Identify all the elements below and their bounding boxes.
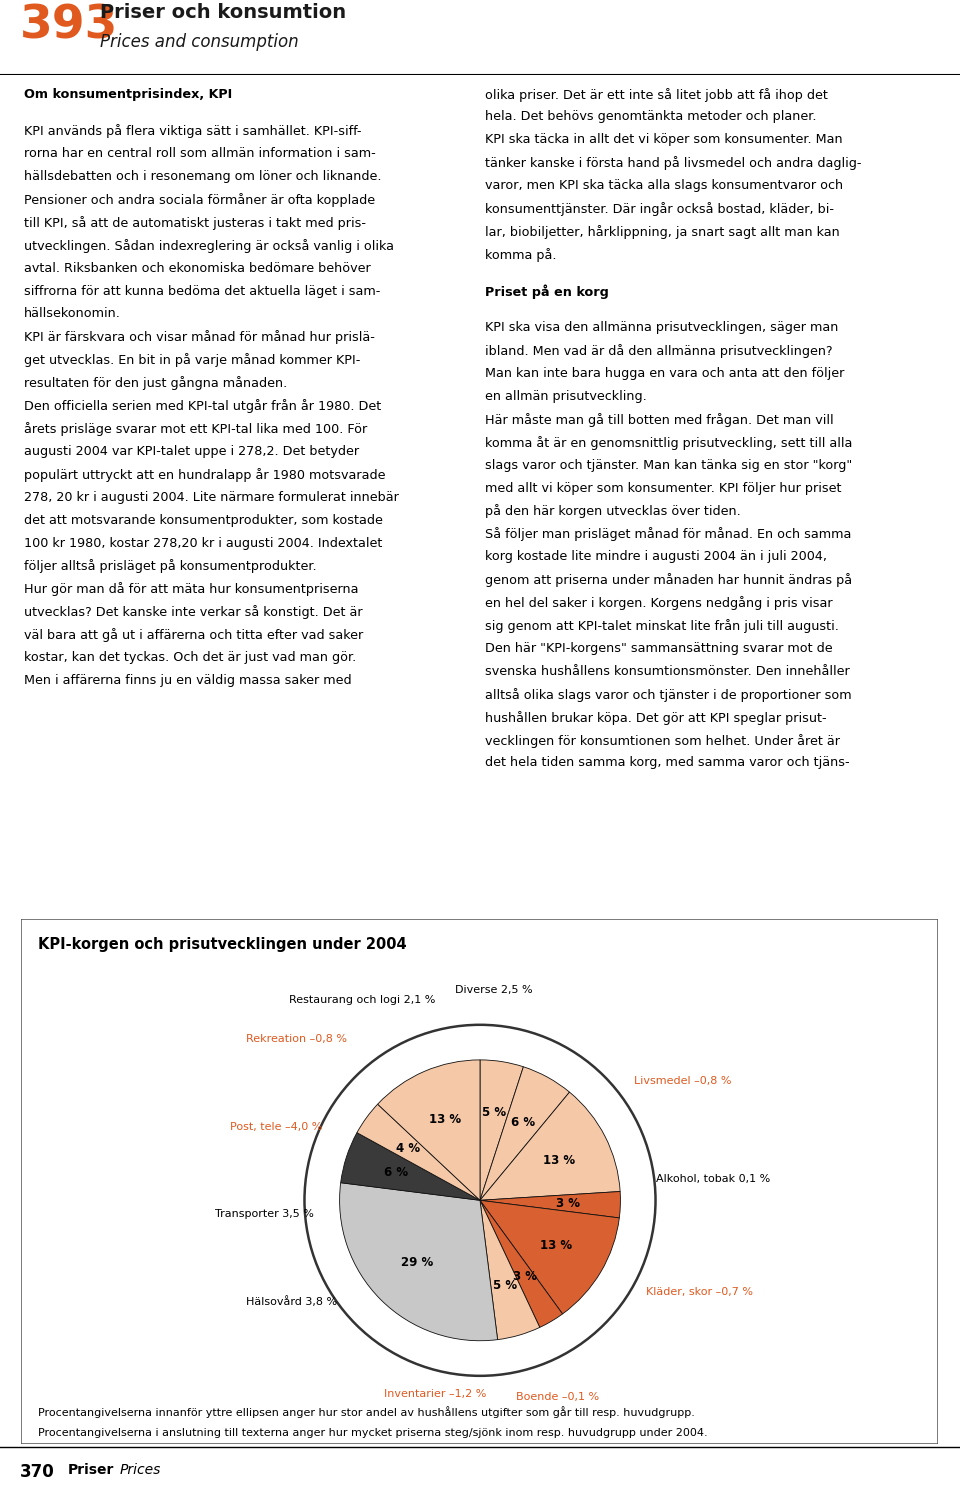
Text: 13 %: 13 % — [542, 1154, 575, 1166]
Text: Så följer man prisläget månad för månad. En och samma: Så följer man prisläget månad för månad.… — [485, 527, 852, 542]
Text: resultaten för den just gångna månaden.: resultaten för den just gångna månaden. — [24, 377, 287, 390]
Text: Priser: Priser — [68, 1463, 114, 1477]
Text: slags varor och tjänster. Man kan tänka sig en stor "korg": slags varor och tjänster. Man kan tänka … — [485, 459, 852, 471]
Text: hushållen brukar köpa. Det gör att KPI speglar prisut-: hushållen brukar köpa. Det gör att KPI s… — [485, 710, 827, 725]
Text: Restaurang och logi 2,1 %: Restaurang och logi 2,1 % — [289, 995, 435, 1004]
Text: 5 %: 5 % — [482, 1106, 506, 1120]
Text: Hur gör man då för att mäta hur konsumentpriserna: Hur gör man då för att mäta hur konsumen… — [24, 582, 358, 596]
Text: årets prisläge svarar mot ett KPI-tal lika med 100. För: årets prisläge svarar mot ett KPI-tal li… — [24, 422, 368, 435]
Text: korg kostade lite mindre i augusti 2004 än i juli 2004,: korg kostade lite mindre i augusti 2004 … — [485, 551, 827, 563]
Text: Här måste man gå till botten med frågan. Det man vill: Här måste man gå till botten med frågan.… — [485, 413, 833, 426]
Text: på den här korgen utvecklas över tiden.: på den här korgen utvecklas över tiden. — [485, 504, 740, 518]
Wedge shape — [357, 1105, 480, 1201]
Text: utvecklingen. Sådan indexreglering är också vanlig i olika: utvecklingen. Sådan indexreglering är oc… — [24, 239, 394, 252]
Text: Livsmedel –0,8 %: Livsmedel –0,8 % — [635, 1076, 732, 1085]
Text: kostar, kan det tyckas. Och det är just vad man gör.: kostar, kan det tyckas. Och det är just … — [24, 651, 356, 663]
Wedge shape — [480, 1192, 620, 1217]
Text: Procentangivelserna i anslutning till texterna anger hur mycket priserna steg/sj: Procentangivelserna i anslutning till te… — [37, 1429, 708, 1438]
Text: sig genom att KPI-talet minskat lite från juli till augusti.: sig genom att KPI-talet minskat lite frå… — [485, 618, 839, 633]
Text: KPI är färskvara och visar månad för månad hur prislä-: KPI är färskvara och visar månad för mån… — [24, 330, 374, 344]
Text: 3 %: 3 % — [513, 1270, 537, 1283]
Text: Men i affärerna finns ju en väldig massa saker med: Men i affärerna finns ju en väldig massa… — [24, 674, 351, 687]
Text: Den officiella serien med KPI-tal utgår från år 1980. Det: Den officiella serien med KPI-tal utgår … — [24, 399, 381, 413]
Text: det hela tiden samma korg, med samma varor och tjäns-: det hela tiden samma korg, med samma var… — [485, 757, 850, 770]
Text: Diverse 2,5 %: Diverse 2,5 % — [455, 985, 533, 995]
Wedge shape — [377, 1060, 480, 1201]
Text: augusti 2004 var KPI-talet uppe i 278,2. Det betyder: augusti 2004 var KPI-talet uppe i 278,2.… — [24, 444, 359, 458]
Text: 278, 20 kr i augusti 2004. Lite närmare formulerat innebär: 278, 20 kr i augusti 2004. Lite närmare … — [24, 491, 398, 504]
Text: 6 %: 6 % — [511, 1117, 535, 1129]
Text: KPI ska täcka in allt det vi köper som konsumenter. Man: KPI ska täcka in allt det vi köper som k… — [485, 134, 843, 147]
Text: Priset på en korg: Priset på en korg — [485, 285, 609, 299]
Text: ibland. Men vad är då den allmänna prisutvecklingen?: ibland. Men vad är då den allmänna prisu… — [485, 344, 832, 359]
Text: populärt uttryckt att en hundralapp år 1980 motsvarade: populärt uttryckt att en hundralapp år 1… — [24, 468, 386, 482]
Text: 13 %: 13 % — [540, 1238, 572, 1252]
Text: Alkohol, tobak 0,1 %: Alkohol, tobak 0,1 % — [656, 1174, 770, 1184]
Wedge shape — [480, 1060, 523, 1201]
Text: en hel del saker i korgen. Korgens nedgång i pris visar: en hel del saker i korgen. Korgens nedgå… — [485, 596, 832, 609]
Text: komma åt är en genomsnittlig prisutveckling, sett till alla: komma åt är en genomsnittlig prisutveckl… — [485, 435, 852, 450]
Text: tänker kanske i första hand på livsmedel och andra daglig-: tänker kanske i första hand på livsmedel… — [485, 156, 861, 170]
Wedge shape — [480, 1067, 569, 1201]
Text: följer alltså prisläget på konsumentprodukter.: följer alltså prisläget på konsumentprod… — [24, 560, 317, 573]
Text: Man kan inte bara hugga en vara och anta att den följer: Man kan inte bara hugga en vara och anta… — [485, 368, 844, 380]
Wedge shape — [480, 1201, 619, 1313]
Text: Boende –0,1 %: Boende –0,1 % — [516, 1391, 599, 1402]
Text: vecklingen för konsumtionen som helhet. Under året är: vecklingen för konsumtionen som helhet. … — [485, 734, 840, 747]
Text: 4 %: 4 % — [396, 1142, 420, 1154]
Text: konsumenttjänster. Där ingår också bostad, kläder, bi-: konsumenttjänster. Där ingår också bosta… — [485, 203, 834, 216]
Text: 5 %: 5 % — [492, 1279, 516, 1292]
Text: KPI ska visa den allmänna prisutvecklingen, säger man: KPI ska visa den allmänna prisutveckling… — [485, 321, 838, 335]
Text: 13 %: 13 % — [429, 1112, 461, 1126]
Text: till KPI, så att de automatiskt justeras i takt med pris-: till KPI, så att de automatiskt justeras… — [24, 216, 366, 230]
Wedge shape — [480, 1201, 540, 1339]
Text: 100 kr 1980, kostar 278,20 kr i augusti 2004. Indextalet: 100 kr 1980, kostar 278,20 kr i augusti … — [24, 536, 382, 549]
Text: Inventarier –1,2 %: Inventarier –1,2 % — [384, 1388, 487, 1399]
Text: lar, biobiljetter, hårklippning, ja snart sagt allt man kan: lar, biobiljetter, hårklippning, ja snar… — [485, 225, 840, 239]
Text: hällsekonomin.: hällsekonomin. — [24, 308, 121, 321]
Text: varor, men KPI ska täcka alla slags konsumentvaror och: varor, men KPI ska täcka alla slags kons… — [485, 179, 843, 192]
Text: med allt vi köper som konsumenter. KPI följer hur priset: med allt vi köper som konsumenter. KPI f… — [485, 482, 841, 495]
Text: Kläder, skor –0,7 %: Kläder, skor –0,7 % — [646, 1286, 753, 1297]
Wedge shape — [480, 1093, 620, 1201]
Text: Pensioner och andra sociala förmåner är ofta kopplade: Pensioner och andra sociala förmåner är … — [24, 194, 375, 207]
Text: svenska hushållens konsumtionsmönster. Den innehåller: svenska hushållens konsumtionsmönster. D… — [485, 665, 850, 678]
Wedge shape — [341, 1133, 480, 1201]
Text: Den här "KPI-korgens" sammansättning svarar mot de: Den här "KPI-korgens" sammansättning sva… — [485, 642, 832, 654]
Text: 29 %: 29 % — [401, 1256, 434, 1270]
Text: Rekreation –0,8 %: Rekreation –0,8 % — [246, 1034, 347, 1043]
Wedge shape — [480, 1201, 563, 1327]
Text: 393: 393 — [20, 3, 118, 48]
Text: en allmän prisutveckling.: en allmän prisutveckling. — [485, 390, 646, 402]
Text: genom att priserna under månaden har hunnit ändras på: genom att priserna under månaden har hun… — [485, 573, 852, 587]
Text: utvecklas? Det kanske inte verkar så konstigt. Det är: utvecklas? Det kanske inte verkar så kon… — [24, 605, 363, 620]
Text: KPI används på flera viktiga sätt i samhället. KPI-siff-: KPI används på flera viktiga sätt i samh… — [24, 125, 362, 138]
Text: alltså olika slags varor och tjänster i de proportioner som: alltså olika slags varor och tjänster i … — [485, 687, 852, 702]
Text: Om konsumentprisindex, KPI: Om konsumentprisindex, KPI — [24, 87, 232, 101]
Text: Procentangivelserna innanför yttre ellipsen anger hur stor andel av hushållens u: Procentangivelserna innanför yttre ellip… — [37, 1406, 694, 1418]
Text: siffrorna för att kunna bedöma det aktuella läget i sam-: siffrorna för att kunna bedöma det aktue… — [24, 285, 380, 297]
Text: rorna har en central roll som allmän information i sam-: rorna har en central roll som allmän inf… — [24, 147, 375, 161]
Text: avtal. Riksbanken och ekonomiska bedömare behöver: avtal. Riksbanken och ekonomiska bedömar… — [24, 261, 371, 275]
Text: hela. Det behövs genomtänkta metoder och planer.: hela. Det behövs genomtänkta metoder och… — [485, 111, 816, 123]
Text: Prices: Prices — [120, 1463, 161, 1477]
Text: väl bara att gå ut i affärerna och titta efter vad saker: väl bara att gå ut i affärerna och titta… — [24, 629, 363, 642]
Text: olika priser. Det är ett inte så litet jobb att få ihop det: olika priser. Det är ett inte så litet j… — [485, 87, 828, 102]
Text: 3 %: 3 % — [557, 1196, 581, 1210]
Text: Hälsovård 3,8 %: Hälsovård 3,8 % — [246, 1295, 337, 1307]
Text: Transporter 3,5 %: Transporter 3,5 % — [215, 1210, 314, 1219]
Text: Post, tele –4,0 %: Post, tele –4,0 % — [230, 1123, 323, 1132]
Text: hällsdebatten och i resonemang om löner och liknande.: hällsdebatten och i resonemang om löner … — [24, 170, 381, 183]
Text: Priser och konsumtion: Priser och konsumtion — [100, 3, 347, 23]
Text: komma på.: komma på. — [485, 248, 556, 261]
Wedge shape — [340, 1183, 497, 1340]
Text: det att motsvarande konsumentprodukter, som kostade: det att motsvarande konsumentprodukter, … — [24, 513, 383, 527]
Text: KPI-korgen och prisutvecklingen under 2004: KPI-korgen och prisutvecklingen under 20… — [37, 937, 406, 952]
Text: 370: 370 — [20, 1463, 55, 1481]
Text: Prices and consumption: Prices and consumption — [100, 33, 299, 51]
Text: get utvecklas. En bit in på varje månad kommer KPI-: get utvecklas. En bit in på varje månad … — [24, 353, 360, 368]
Text: 6 %: 6 % — [384, 1166, 408, 1180]
